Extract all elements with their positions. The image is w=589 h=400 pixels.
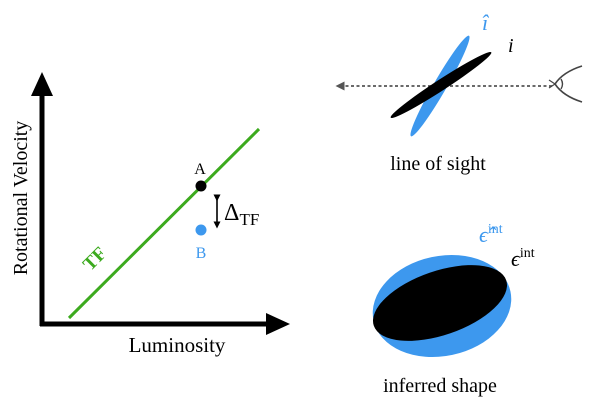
line-of-sight-panel: î i line of sight	[335, 10, 583, 175]
i-hat-label: î	[482, 10, 490, 35]
line-of-sight-caption: line of sight	[390, 153, 486, 175]
delta-subscript: TF	[239, 210, 259, 229]
eps-hat-int-label: ϵ̂int	[479, 222, 503, 247]
tully-fisher-panel: Rotational Velocity Luminosity TF A B ΔT…	[10, 72, 290, 357]
inferred-shape-ellipse	[372, 265, 508, 341]
delta-symbol: Δ	[224, 200, 239, 226]
eps-superscript: int	[520, 246, 535, 261]
eps-symbol: ϵ	[511, 246, 521, 271]
inferred-shape-caption: inferred shape	[383, 375, 497, 397]
point-a-label: A	[194, 161, 206, 178]
y-axis-arrowhead	[31, 72, 53, 96]
eps-int-label: ϵint	[511, 246, 535, 271]
inferred-inclination-ellipse	[390, 51, 492, 119]
eye-icon	[548, 65, 583, 103]
tf-relation-label: TF	[79, 243, 111, 275]
eps-hat-superscript: int	[488, 222, 503, 237]
delta-tf-label: ΔTF	[224, 200, 259, 229]
inferred-shape-panel: ϵ̂int ϵint inferred shape	[372, 222, 535, 397]
i-label: i	[508, 35, 514, 57]
y-axis-label: Rotational Velocity	[10, 121, 32, 276]
point-b	[195, 224, 207, 236]
point-b-label: B	[196, 245, 207, 262]
x-axis-arrowhead	[266, 313, 290, 335]
x-axis-label: Luminosity	[129, 333, 226, 357]
point-a	[195, 180, 207, 192]
tf-relation-line	[67, 127, 261, 320]
